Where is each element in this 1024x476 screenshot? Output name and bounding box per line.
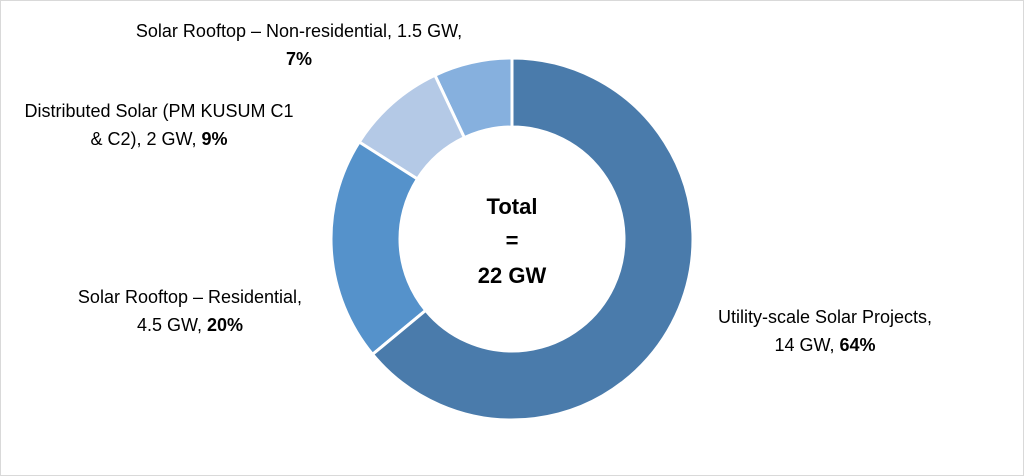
data-label: Solar Rooftop – Residential, 4.5 GW, 20% (78, 287, 302, 335)
center-equals: = (506, 228, 519, 253)
donut-segment (329, 139, 428, 357)
label-line: Solar Rooftop – Non-residential, 1.5 GW, (136, 21, 462, 41)
donut-segment (370, 56, 695, 422)
label-line: 14 GW, (774, 335, 839, 355)
data-label: Utility-scale Solar Projects, 14 GW, 64% (718, 307, 932, 355)
value-label: 9% (202, 129, 228, 149)
label-line: & C2), 2 GW, (90, 129, 201, 149)
value-label: 7% (286, 49, 312, 69)
center-title: Total (487, 194, 538, 219)
data-label: Solar Rooftop – Non-residential, 1.5 GW,… (136, 21, 462, 69)
label-line: Distributed Solar (PM KUSUM C1 (24, 101, 293, 121)
data-label: Distributed Solar (PM KUSUM C1 & C2), 2 G… (24, 101, 293, 149)
value-label: 64% (840, 335, 876, 355)
label-line: 4.5 GW, (137, 315, 207, 335)
label-line: Utility-scale Solar Projects, (718, 307, 932, 327)
donut-segment (357, 73, 467, 182)
center-total: 22 GW (478, 263, 547, 288)
label-line: Solar Rooftop – Residential, (78, 287, 302, 307)
value-label: 20% (207, 315, 243, 335)
